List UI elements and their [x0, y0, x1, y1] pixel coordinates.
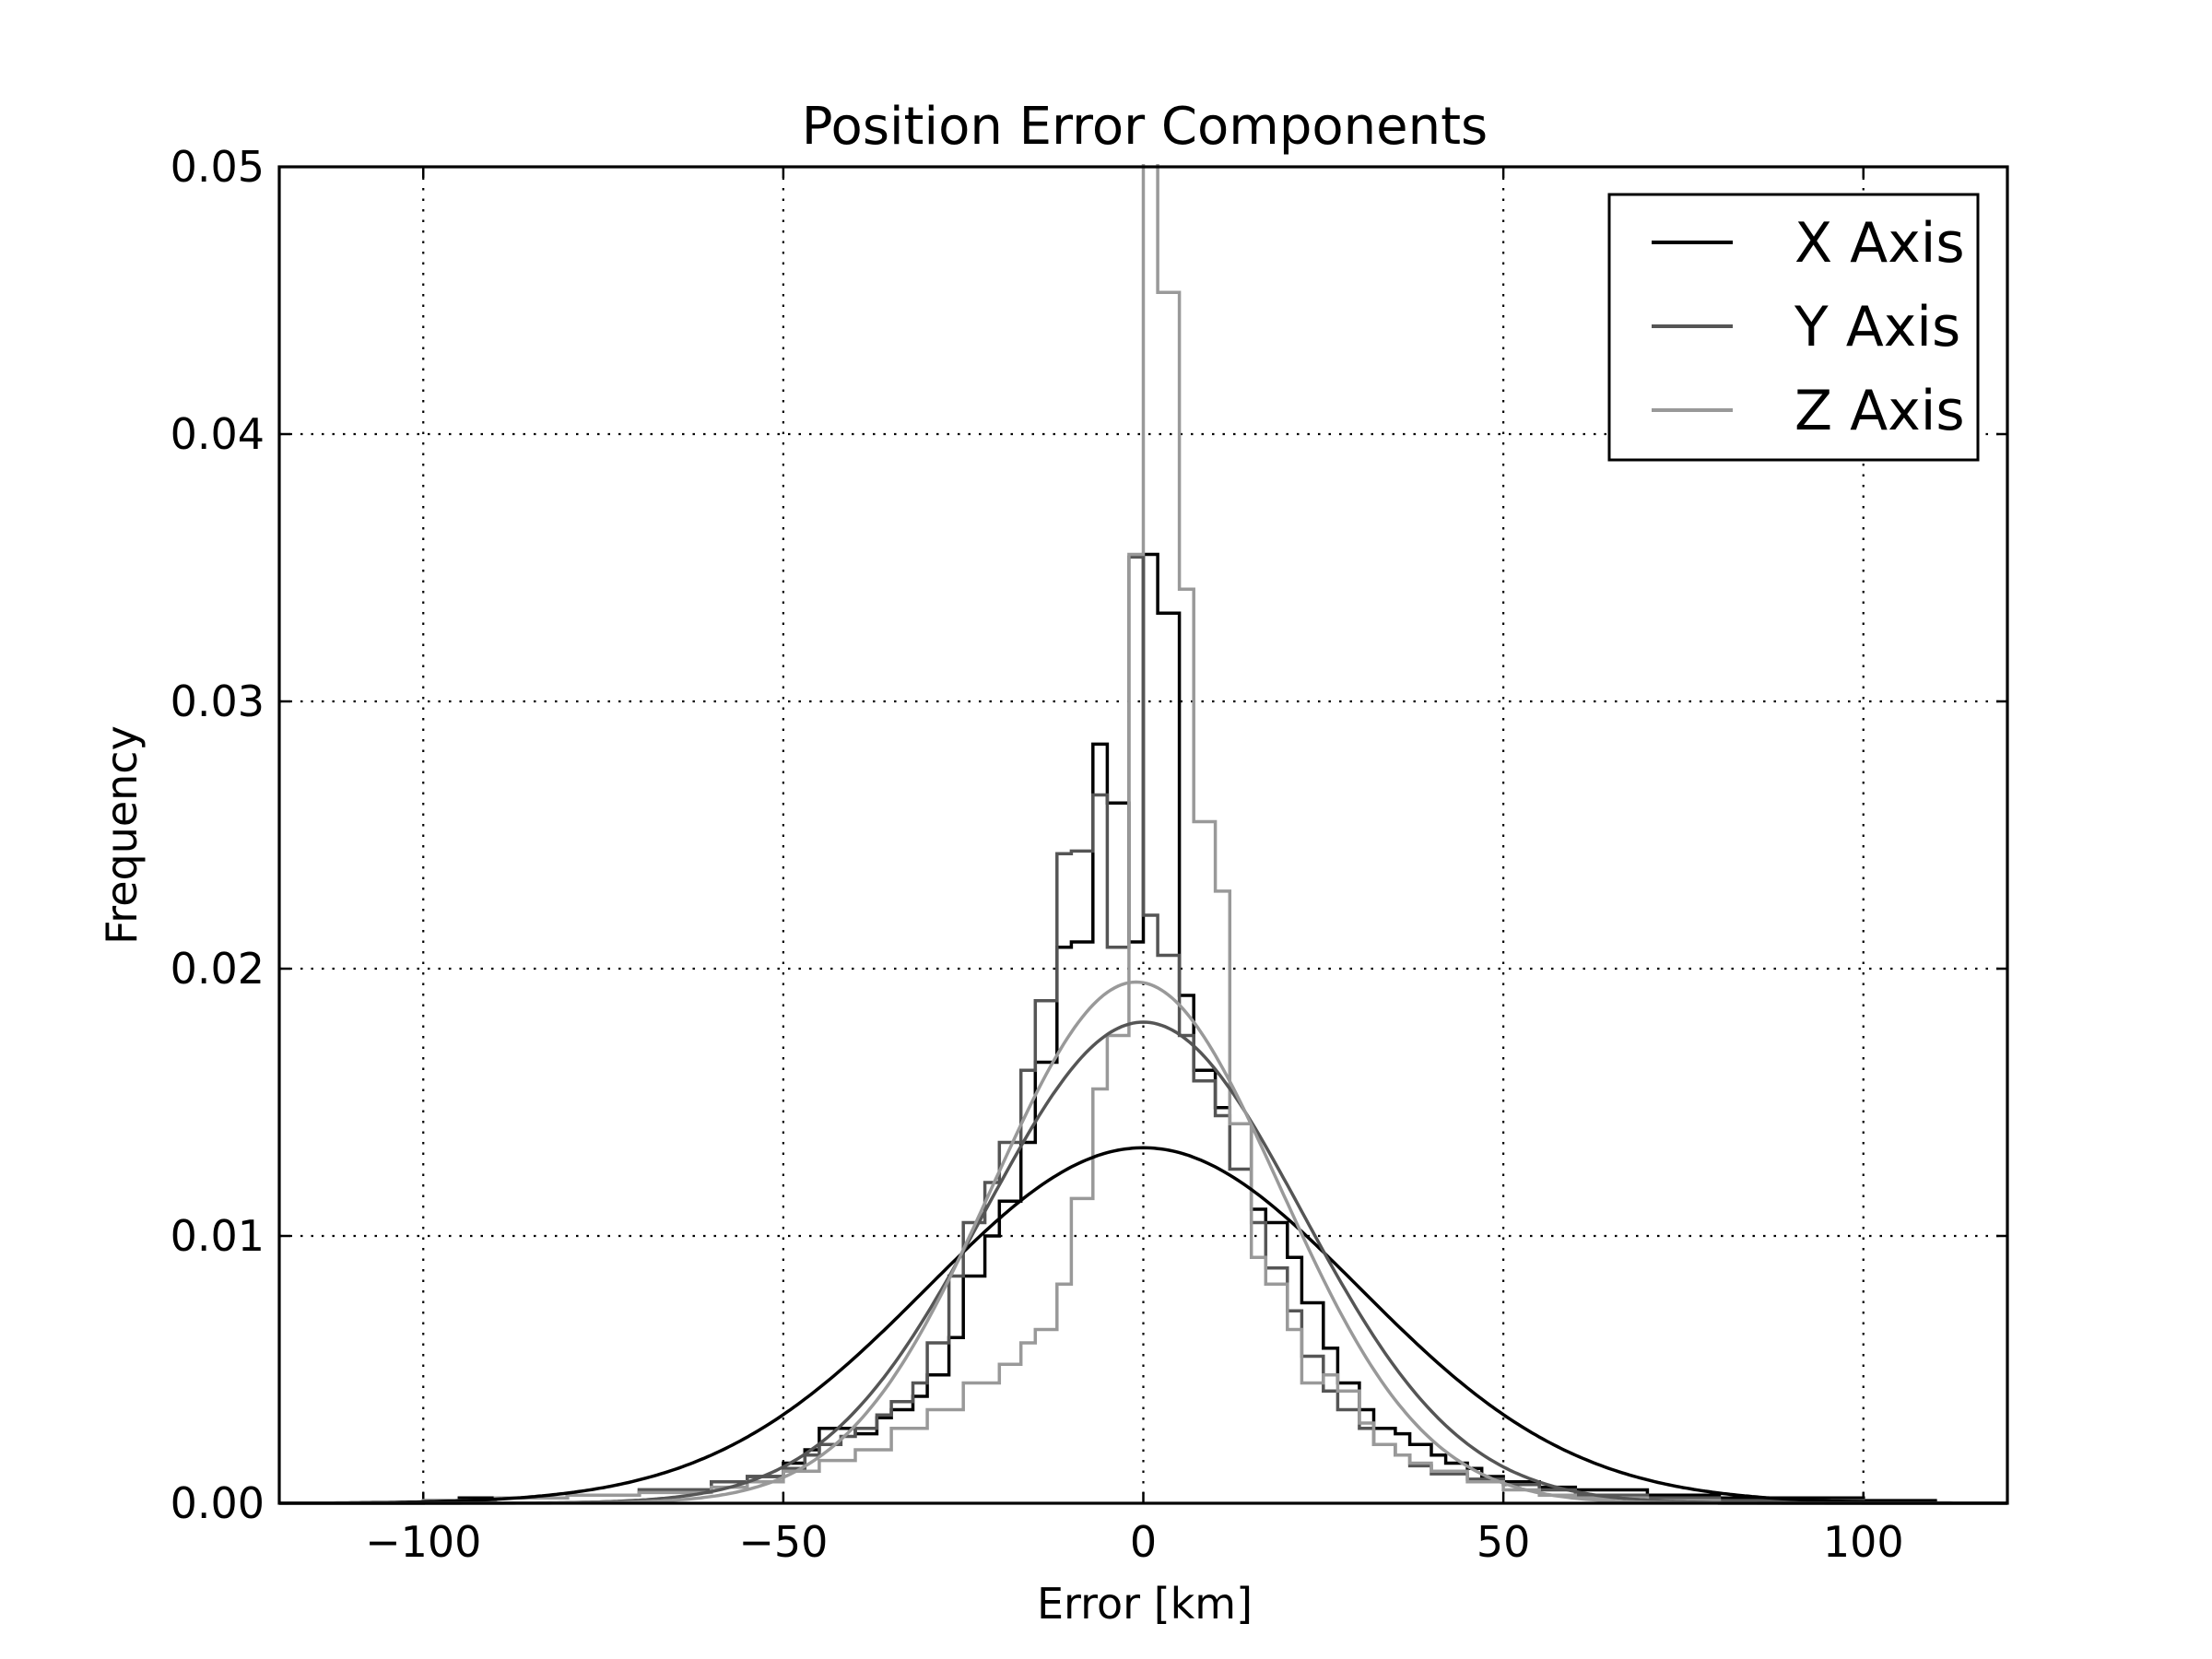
- x-axis-gaussian-fit: [279, 1146, 2007, 1505]
- x-tick-label: 50: [1477, 1517, 1531, 1567]
- y-tick-label: 0.02: [171, 944, 265, 994]
- legend: X Axis Y Axis Z Axis: [1607, 193, 1980, 462]
- x-tick-label: −100: [365, 1517, 481, 1567]
- y-tick-label: 0.04: [171, 409, 265, 459]
- y-axis-histogram: [279, 555, 2007, 1505]
- x-axis-ticks: −100 −50 0 50 100: [365, 167, 1904, 1567]
- legend-label-y-axis: Y Axis: [1794, 295, 1960, 359]
- chart-title: Position Error Components: [802, 97, 1488, 157]
- legend-label-z-axis: Z Axis: [1794, 379, 1965, 443]
- x-axis-title: Error [km]: [1037, 1579, 1253, 1629]
- legend-label-x-axis: X Axis: [1794, 211, 1965, 276]
- x-tick-label: 0: [1130, 1517, 1157, 1567]
- plot-frame: [277, 165, 2009, 1505]
- y-tick-label: 0.00: [171, 1478, 265, 1528]
- x-tick-label: −50: [738, 1517, 828, 1567]
- x-tick-label: 100: [1823, 1517, 1904, 1567]
- y-tick-label: 0.01: [171, 1211, 265, 1261]
- y-axis-title: Frequency: [97, 725, 147, 945]
- y-tick-label: 0.05: [171, 142, 265, 192]
- y-axis-ticks: 0.00 0.01 0.02 0.03 0.04 0.05: [171, 142, 2007, 1528]
- z-axis-histogram: [279, 164, 2007, 1505]
- y-tick-label: 0.03: [171, 677, 265, 726]
